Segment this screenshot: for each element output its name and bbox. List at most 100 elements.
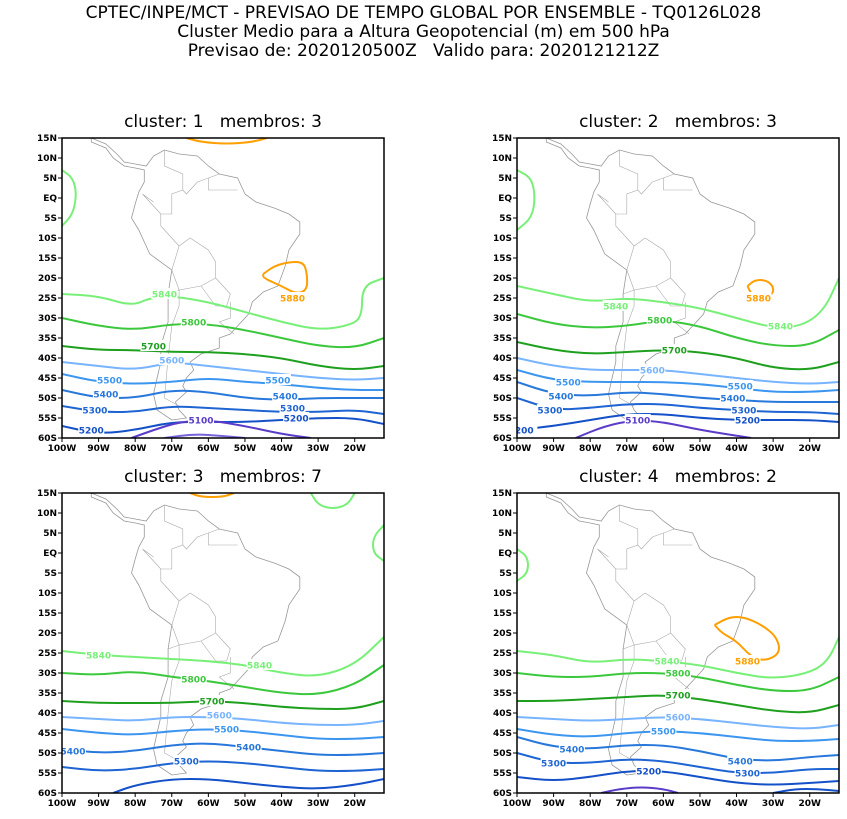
- lat-tick-label: 5S: [499, 569, 512, 579]
- contour-label-5200: 5200: [735, 417, 760, 427]
- contour-label-bg: [767, 320, 794, 331]
- map-plot: 5880 5840 5840 5800 5700 5600 5500 5500 5400 5400…: [492, 134, 840, 454]
- lon-tick-label: 30W: [307, 444, 330, 454]
- lat-tick-label: 50S: [38, 394, 57, 404]
- contour-label-5300: 5300: [541, 760, 566, 770]
- contour-label-5200: 5200: [636, 768, 661, 778]
- country-border: [142, 548, 162, 570]
- lon-tick-label: 80W: [124, 799, 147, 809]
- lat-tick-label: EQ: [498, 194, 512, 204]
- lon-tick-label: 60W: [652, 799, 675, 809]
- lat-tick-label: 15N: [492, 134, 512, 144]
- contour-label-5400: 5400: [236, 744, 261, 754]
- contour-label-bg: [188, 414, 215, 425]
- contour-label-bg: [540, 757, 567, 768]
- contour-5200: [517, 769, 839, 786]
- lat-tick-label: 20S: [493, 629, 512, 639]
- lat-tick-label: 15N: [37, 134, 57, 144]
- coastline: [545, 138, 756, 421]
- map-content: 5880 5840 5800 5700 5600 5500 5400 5400 5300 5300…: [517, 493, 839, 793]
- map-panel-cluster-1: cluster: 1 membros: 3 5880 5840 5800 5700 56…: [20, 112, 420, 454]
- map-content: 5840 5840 5800 5700 5600 5500 5400 5400 5300: [62, 493, 384, 793]
- lon-tick-label: 80W: [579, 444, 602, 454]
- lon-tick-label: 30W: [762, 444, 785, 454]
- lat-tick-label: 25S: [38, 649, 57, 659]
- lat-tick-label: 10S: [38, 234, 57, 244]
- lon-tick-label: 20W: [344, 444, 367, 454]
- lon-tick-label: 50W: [234, 444, 257, 454]
- contour-label-5200: 5200: [284, 415, 309, 425]
- country-border: [626, 237, 671, 291]
- contour-label-5300: 5300: [735, 770, 760, 780]
- lon-tick-label: 100W: [503, 799, 532, 809]
- country-border: [171, 237, 216, 291]
- country-border: [208, 178, 238, 191]
- lat-tick-label: 40S: [493, 354, 512, 364]
- lat-tick-label: 35S: [38, 334, 57, 344]
- contour-label-5700: 5700: [199, 698, 224, 708]
- country-border: [164, 505, 184, 545]
- lat-tick-label: 10S: [493, 234, 512, 244]
- lon-tick-label: 30W: [307, 799, 330, 809]
- country-border: [208, 533, 238, 546]
- lat-tick-label: 15S: [493, 609, 512, 619]
- contour-label-5700: 5700: [665, 692, 690, 702]
- contour-label-bg: [734, 655, 761, 666]
- lon-tick-label: 70W: [616, 799, 639, 809]
- contour-5840: [372, 524, 384, 562]
- contour-label-bg: [173, 755, 200, 766]
- contour-label-bg: [639, 364, 666, 375]
- country-border: [597, 193, 617, 215]
- contour-label-bg: [547, 390, 574, 401]
- lon-tick-label: 80W: [579, 799, 602, 809]
- map-panel-cluster-3: cluster: 3 membros: 7 5840 5840 5800 5700 56…: [20, 467, 420, 809]
- lat-tick-label: 35S: [493, 689, 512, 699]
- lat-tick-label: 40S: [38, 709, 57, 719]
- contour-label-5700: 5700: [662, 347, 687, 357]
- contour-5200: [112, 777, 384, 793]
- contour-5840: [62, 277, 384, 330]
- lon-tick-label: 70W: [161, 444, 184, 454]
- contour-label-5300: 5300: [82, 407, 107, 417]
- map-frame: [516, 137, 840, 439]
- contour-5300: [62, 405, 384, 415]
- contour-label-bg: [199, 695, 226, 706]
- contour-label-5600: 5600: [665, 714, 690, 724]
- lat-tick-label: 5N: [498, 529, 512, 539]
- lon-tick-label: 90W: [87, 799, 110, 809]
- contour-label-bg: [624, 414, 651, 425]
- lon-tick-label: 100W: [48, 444, 77, 454]
- contour-label-bg: [734, 767, 761, 778]
- contour-label-5800: 5800: [665, 670, 690, 680]
- contour-label-5800: 5800: [181, 676, 206, 686]
- contour-5200: [517, 412, 839, 431]
- contour-label-5840: 5840: [247, 662, 272, 672]
- lon-tick-label: 20W: [799, 799, 822, 809]
- lon-tick-label: 60W: [652, 444, 675, 454]
- header-line-3: Previsao de: 2020120500Z Valido para: 20…: [187, 41, 660, 61]
- lon-tick-label: 90W: [542, 799, 565, 809]
- lat-tick-label: EQ: [43, 549, 57, 559]
- contour-label-5840: 5840: [603, 303, 628, 313]
- contour-label-bg: [665, 711, 691, 722]
- panel-title: cluster: 1 membros: 3: [124, 112, 322, 132]
- lat-tick-label: 30S: [493, 314, 512, 324]
- lat-tick-label: 5N: [498, 174, 512, 184]
- map-plot: 5880 5840 5800 5700 5600 5500 5400 5400 5300 5300…: [492, 489, 840, 809]
- lat-tick-label: 15N: [492, 489, 512, 499]
- lat-tick-label: 5N: [43, 174, 57, 184]
- lon-tick-label: 90W: [542, 444, 565, 454]
- contour-5400: [517, 736, 839, 762]
- contour-label-5880: 5880: [280, 295, 305, 305]
- lon-tick-label: 40W: [725, 799, 748, 809]
- contour-label-bg: [650, 725, 677, 736]
- lat-tick-label: 10S: [38, 589, 57, 599]
- lat-tick-label: 10N: [37, 154, 57, 164]
- contour-label-bg: [235, 741, 262, 752]
- contour-label-bg: [81, 404, 108, 415]
- contour-5400: [62, 742, 384, 757]
- contour-5840: [309, 493, 356, 509]
- lon-tick-label: 60W: [197, 444, 220, 454]
- contour-label-5300: 5300: [174, 758, 199, 768]
- contour-label-5500: 5500: [265, 377, 290, 387]
